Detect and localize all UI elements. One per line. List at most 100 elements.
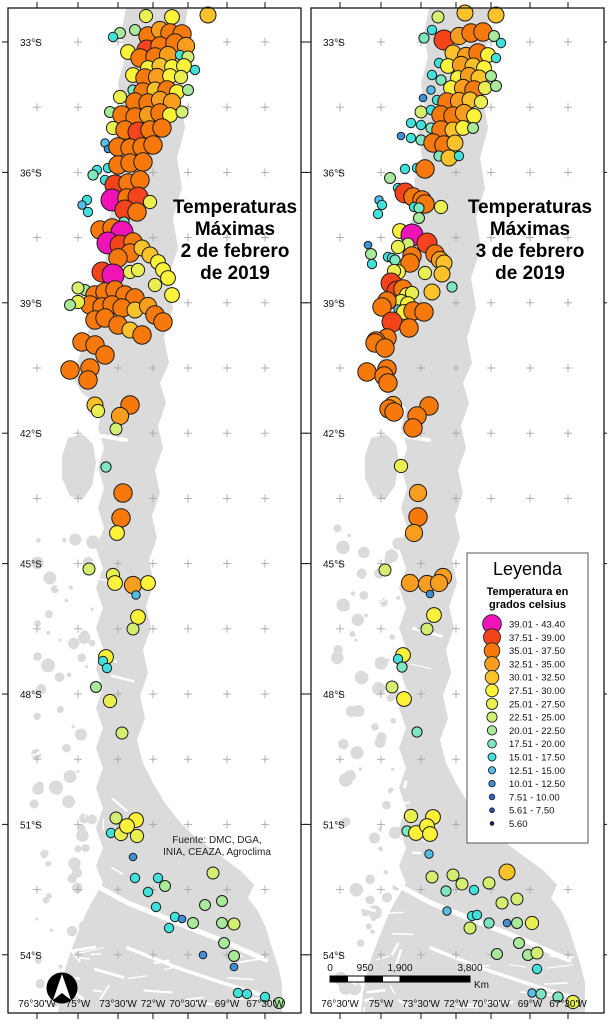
island-blob	[43, 571, 57, 585]
station-dot	[241, 988, 253, 1000]
panel-title-feb2: Temperaturas Máximas 2 de febrero de 201…	[157, 197, 313, 285]
station-dot	[375, 338, 395, 358]
legend-range-label: 7.51 - 10.00	[509, 792, 560, 803]
island-blob	[150, 980, 158, 988]
legend-swatch	[489, 821, 495, 826]
station-dot	[109, 422, 123, 436]
station-dot	[273, 997, 285, 1009]
island-blob	[32, 783, 44, 795]
legend-range-label: 35.01 - 37.50	[509, 646, 565, 657]
lat-label: 39°S	[20, 299, 42, 310]
fjord-channel	[358, 597, 384, 613]
station-dot	[366, 258, 378, 270]
island-blob	[384, 556, 393, 565]
station-dot	[413, 212, 425, 224]
fjord-channel	[386, 911, 404, 914]
island-blob	[77, 653, 86, 663]
strait-channel	[386, 877, 572, 963]
island-blob	[388, 826, 402, 840]
island-blob	[358, 767, 362, 771]
island-blob	[507, 952, 520, 966]
source-line: Fuente: DMC, DGA,	[172, 835, 262, 846]
station-dot	[175, 105, 189, 119]
island-blob	[345, 705, 358, 718]
fjord-channel	[69, 947, 81, 963]
island-blob	[426, 996, 442, 1013]
fjord-channel	[41, 857, 61, 863]
chiloe-island	[365, 434, 399, 500]
station-dot	[433, 265, 451, 283]
station-dot	[431, 10, 445, 24]
station-dot	[365, 248, 377, 260]
station-dot	[107, 575, 123, 591]
island-blob	[460, 982, 469, 992]
lon-label: 67°30'W	[549, 999, 587, 1010]
station-dot	[403, 418, 423, 438]
legend-swatch	[488, 793, 496, 801]
island-blob	[68, 857, 81, 870]
station-dot	[502, 918, 512, 928]
fjord-channel	[143, 989, 173, 994]
legend-swatch	[485, 697, 499, 710]
island-blob	[106, 958, 111, 963]
station-dot	[399, 318, 419, 338]
station-dot	[100, 461, 112, 473]
island-blob	[33, 652, 42, 661]
station-dot	[433, 199, 449, 215]
island-blob	[336, 540, 350, 555]
station-dot	[477, 80, 493, 96]
legend-swatch	[487, 752, 497, 762]
fjord-channel	[328, 718, 362, 727]
island-blob	[359, 591, 369, 600]
island-blob	[40, 849, 50, 859]
island-blob	[41, 658, 56, 673]
island-blob	[37, 654, 42, 659]
fjord-channel	[399, 801, 410, 806]
scalebar-segment	[399, 975, 471, 983]
station-dots	[357, 4, 581, 1010]
fjord-channel	[362, 1006, 366, 1013]
fjord-channel	[388, 804, 396, 814]
lon-label: 72°W	[141, 999, 166, 1010]
station-dot	[130, 609, 146, 625]
station-dot	[426, 85, 436, 95]
fjord-channel	[93, 967, 125, 979]
station-dot	[228, 950, 240, 962]
station-dot	[357, 362, 377, 382]
lat-label: 36°S	[20, 168, 42, 179]
station-dot	[115, 726, 129, 740]
station-dot	[535, 988, 547, 1000]
island-blob	[63, 769, 77, 784]
station-dot	[488, 30, 500, 42]
island-blob	[45, 610, 54, 619]
island-blob	[74, 728, 88, 741]
island-blob	[36, 538, 41, 543]
legend-swatch	[486, 725, 498, 736]
fjord-channel	[397, 998, 411, 1008]
scalebar-segment	[364, 975, 383, 983]
lat-label: 48°S	[323, 690, 345, 701]
legend-range-label: 22.51 - 25.00	[509, 713, 565, 724]
title-line: 2 de febrero	[180, 241, 290, 262]
station-dot	[498, 863, 516, 881]
legend-range-label: 32.51 - 35.00	[509, 659, 565, 670]
island-blob	[372, 682, 386, 696]
island-blob	[393, 1000, 401, 1008]
station-dot	[160, 270, 176, 286]
station-dot	[524, 915, 540, 931]
fjord-channel	[390, 942, 400, 956]
island-blob	[491, 983, 498, 991]
lat-label: 42°S	[323, 429, 345, 440]
station-dot	[147, 277, 163, 293]
legend-frame	[466, 552, 589, 844]
fjord-channel	[355, 910, 363, 920]
fjord-channel	[83, 574, 111, 583]
lat-label: 33°S	[20, 38, 42, 49]
north-arrow-pointer	[53, 974, 71, 1000]
station-dot	[531, 963, 543, 975]
lat-label: 54°S	[20, 951, 42, 962]
fjord-channel	[364, 714, 391, 721]
chiloe-island	[62, 434, 96, 500]
lon-label: 69°W	[518, 999, 543, 1010]
fjord-channel	[77, 946, 105, 955]
